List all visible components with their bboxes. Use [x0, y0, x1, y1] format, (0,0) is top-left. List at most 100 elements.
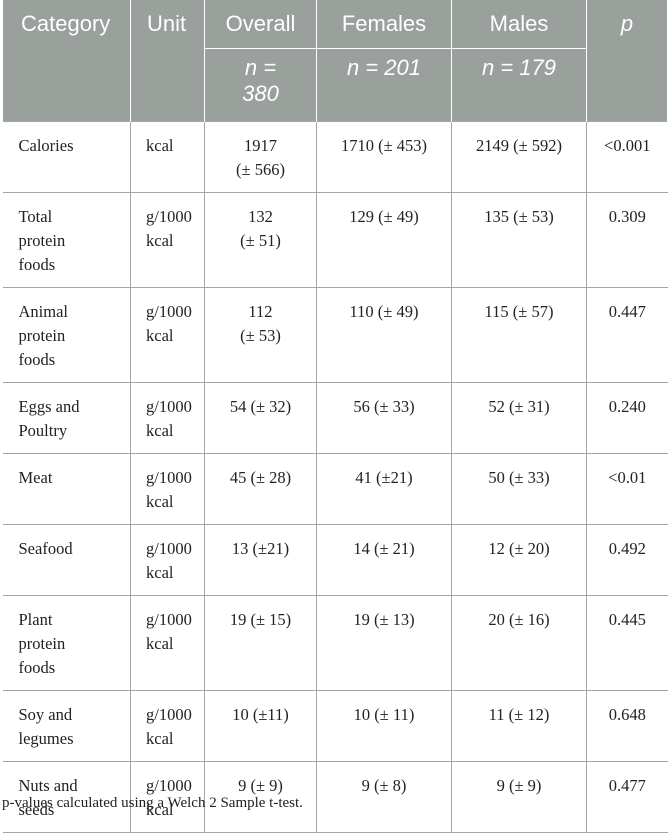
cell-females: 10 (± 11) — [316, 690, 452, 762]
cell-overall: 19 (± 15) — [204, 595, 317, 691]
cell-overall: 1917 (± 566) — [204, 121, 317, 193]
cell-category: Meat — [2, 453, 131, 525]
cell-category: Seafood — [2, 524, 131, 596]
cell-unit-line: kcal — [146, 421, 174, 440]
cell-males-line: 50 (± 33) — [488, 468, 550, 487]
cell-category-line: Nuts and — [18, 776, 78, 795]
overall-n-line2: 380 — [242, 81, 279, 106]
cell-category-line: Meat — [18, 468, 53, 487]
cell-unit-line: g/1000 — [146, 468, 192, 487]
cell-males-line: 2149 (± 592) — [475, 136, 563, 155]
cell-females-line: 14 (± 21) — [353, 539, 415, 558]
column-header-females: Females — [316, 0, 452, 49]
cell-females-line: 9 (± 8) — [361, 776, 407, 795]
cell-overall: 9 (± 9) — [204, 761, 317, 833]
cell-females-line: 41 (±21) — [355, 468, 413, 487]
cell-males-line: 12 (± 20) — [488, 539, 550, 558]
cell-unit: g/1000 kcal — [130, 690, 205, 762]
table-row: Plant protein foods g/1000 kcal 19 (± 15) 19 (… — [2, 595, 668, 691]
cell-unit: g/1000 kcal — [130, 453, 205, 525]
cell-males-line: 52 (± 31) — [488, 397, 550, 416]
cell-males: 9 (± 9) — [451, 761, 587, 833]
cell-males: 11 (± 12) — [451, 690, 587, 762]
cell-overall-line: 19 (± 15) — [229, 610, 292, 629]
column-header-overall: Overall — [204, 0, 317, 49]
cell-p-value: 0.445 — [586, 595, 668, 691]
cell-males: 50 (± 33) — [451, 453, 587, 525]
cell-males: 135 (± 53) — [451, 192, 587, 288]
cell-overall-line: 45 (± 28) — [229, 468, 292, 487]
cell-females: 110 (± 49) — [316, 287, 452, 383]
cell-overall-line: (± 566) — [236, 160, 285, 179]
cell-females-line: 1710 (± 453) — [340, 136, 428, 155]
cell-females: 56 (± 33) — [316, 382, 452, 454]
cell-category: Nuts and seeds — [2, 761, 131, 833]
cell-category-line: Plant — [18, 610, 53, 629]
column-header-unit: Unit — [130, 0, 205, 49]
cell-unit: g/1000 kcal — [130, 524, 205, 596]
column-subheader-females-n: n = 201 — [316, 48, 452, 122]
cell-unit-line: g/1000 — [146, 207, 192, 226]
cell-females-line: 129 (± 49) — [349, 207, 419, 226]
table-row: Calories kcal 1917 (± 566) 1710 (± 453) 2149 … — [2, 121, 668, 193]
cell-males-line: 11 (± 12) — [488, 705, 550, 724]
cell-males-line: 20 (± 16) — [488, 610, 550, 629]
cell-unit-line: kcal — [146, 231, 174, 250]
cell-category-line: protein — [18, 231, 66, 250]
cell-females-line: 19 (± 13) — [353, 610, 415, 629]
cell-females-line: 56 (± 33) — [353, 397, 415, 416]
cell-males: 52 (± 31) — [451, 382, 587, 454]
cell-males-line: 135 (± 53) — [484, 207, 554, 226]
cell-unit: g/1000 kcal — [130, 287, 205, 383]
column-header-males: Males — [451, 0, 587, 49]
overall-n-line1: n = — [244, 55, 277, 80]
column-header-p: p — [586, 0, 668, 49]
cell-unit: g/1000 kcal — [130, 382, 205, 454]
cell-females: 1710 (± 453) — [316, 121, 452, 193]
cell-category-line: Calories — [18, 136, 74, 155]
cell-unit-line: g/1000 — [146, 539, 192, 558]
cell-unit-line: kcal — [146, 136, 174, 155]
cell-males-line: 115 (± 57) — [484, 302, 554, 321]
cell-females: 19 (± 13) — [316, 595, 452, 691]
cell-females: 41 (±21) — [316, 453, 452, 525]
cell-unit-line: kcal — [146, 326, 174, 345]
cell-category-line: legumes — [18, 729, 74, 748]
cell-category: Total protein foods — [2, 192, 131, 288]
cell-overall-line: (± 53) — [240, 326, 281, 345]
cell-overall-line: 1917 — [244, 136, 277, 155]
cell-overall-line: 54 (± 32) — [229, 397, 292, 416]
cell-unit-line: kcal — [146, 729, 174, 748]
cell-category-line: seeds — [18, 800, 55, 819]
cell-overall-line: 9 (± 9) — [238, 776, 283, 795]
cell-category-line: Soy and — [18, 705, 73, 724]
cell-females: 9 (± 8) — [316, 761, 452, 833]
table-row: Seafood g/1000 kcal 13 (±21) 14 (± 21) 12 (± … — [2, 524, 668, 596]
column-header-category: Category — [2, 0, 131, 49]
cell-category: Plant protein foods — [2, 595, 131, 691]
column-subheader-males-n: n = 179 — [451, 48, 587, 122]
cell-p-value: 0.309 — [586, 192, 668, 288]
table-row: Animal protein foods g/1000 kcal 112 (± 53) 110… — [2, 287, 668, 383]
cell-unit: g/1000 kcal — [130, 192, 205, 288]
table-row: Meat g/1000 kcal 45 (± 28) 41 (±21) 50 (± 33)… — [2, 453, 668, 525]
cell-unit-line: kcal — [146, 800, 174, 819]
cell-males: 2149 (± 592) — [451, 121, 587, 193]
cell-category-line: Seafood — [18, 539, 73, 558]
cell-overall: 45 (± 28) — [204, 453, 317, 525]
cell-unit-line: g/1000 — [146, 705, 192, 724]
cell-p-value: 0.447 — [586, 287, 668, 383]
cell-unit-line: g/1000 — [146, 302, 192, 321]
table-row: Soy and legumes g/1000 kcal 10 (±11) 10 (± 11… — [2, 690, 668, 762]
cell-overall-line: 13 (±21) — [231, 539, 290, 558]
cell-overall-line: (± 51) — [240, 231, 281, 250]
cell-unit: g/1000 kcal — [130, 761, 205, 833]
cell-females: 129 (± 49) — [316, 192, 452, 288]
cell-p-value: 0.240 — [586, 382, 668, 454]
cell-unit-line: g/1000 — [146, 776, 192, 795]
column-subheader-unit-blank — [130, 48, 205, 122]
cell-females-line: 10 (± 11) — [353, 705, 415, 724]
cell-p-value: 0.492 — [586, 524, 668, 596]
cell-females-line: 110 (± 49) — [349, 302, 419, 321]
